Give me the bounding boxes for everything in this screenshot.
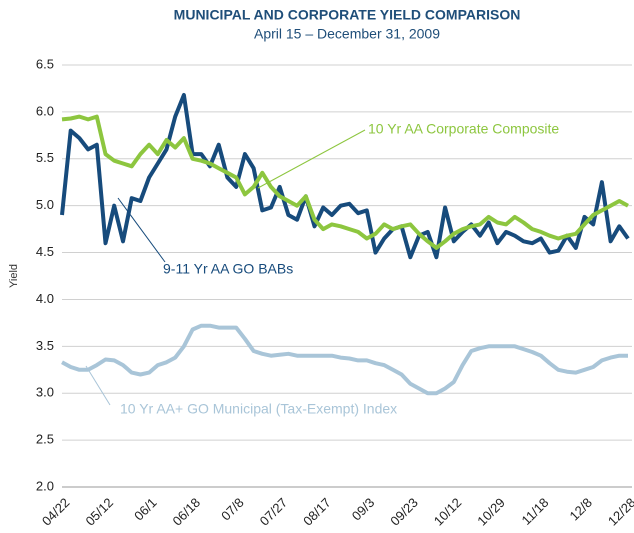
y-tick-label: 4.0 [36,291,54,306]
y-tick-label: 5.0 [36,197,54,212]
x-tick-label: 06/1 [131,495,160,524]
x-tick-label: 07/8 [218,495,247,524]
x-tick-label: 06/18 [170,495,204,529]
x-tick-label: 10/12 [431,495,465,529]
y-tick-label: 2.5 [36,432,54,447]
series-label: 9-11 Yr AA GO BABs [163,261,293,277]
y-axis-label: Yield [8,264,20,288]
y-tick-label: 6.0 [36,103,54,118]
x-tick-label: 10/29 [474,495,508,529]
x-tick-label: 05/12 [82,495,116,529]
x-tick-label: 07/27 [257,495,291,529]
x-tick-label: 09/23 [387,495,421,529]
y-tick-label: 2.0 [36,478,54,493]
y-tick-label: 4.5 [36,244,54,259]
x-tick-label: 04/22 [39,495,73,529]
x-tick-label: 08/17 [300,495,334,529]
series-line [60,93,630,260]
annotation-leader [85,365,111,406]
x-tick-label: 12/8 [567,495,596,524]
series-line [61,323,628,396]
chart-title: MUNICIPAL AND CORPORATE YIELD COMPARISON [174,7,521,23]
y-tick-label: 5.5 [36,150,54,165]
series-label: 10 Yr AA+ GO Municipal (Tax-Exempt) Inde… [120,401,397,417]
chart-subtitle: April 15 – December 31, 2009 [254,26,440,42]
annotation-leader [257,129,366,189]
series-label: 10 Yr AA Corporate Composite [368,121,559,137]
y-tick-label: 3.0 [36,385,54,400]
y-tick-label: 3.5 [36,338,54,353]
series-line [61,114,629,250]
x-tick-label: 11/18 [519,495,552,528]
x-tick-label: 09/3 [349,495,378,524]
x-tick-label: 12/28 [605,495,634,529]
y-tick-label: 6.5 [36,56,54,71]
annotation-leader [117,197,166,263]
